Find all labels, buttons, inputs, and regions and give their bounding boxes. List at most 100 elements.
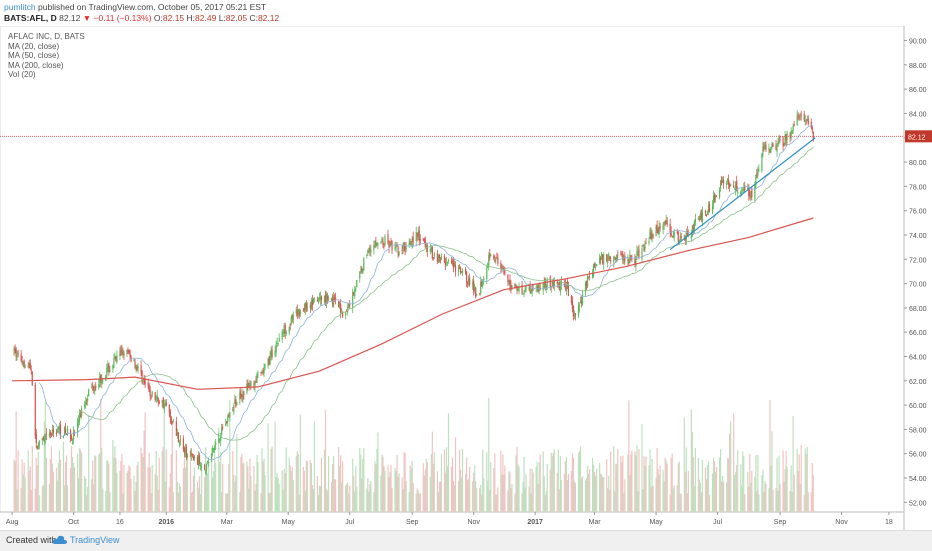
legend-ma20[interactable]: MA (20, close) [8,41,60,51]
candle-body [401,250,403,251]
tradingview-link[interactable]: TradingView [70,535,120,545]
volume-bar [319,486,322,512]
candle-body [208,462,210,464]
legend-ma50[interactable]: MA (50, close) [8,51,60,60]
candle-body [186,453,189,457]
candle-body [651,232,653,238]
candle-body [740,192,742,194]
volume-bar [476,487,478,512]
volume-bar [621,462,623,512]
candle-body [249,384,251,387]
price-chart[interactable]: 52.00 54.00 56.00 58.00 60.00 62.00 64.00 66.00… [0,26,932,530]
candle-body [115,356,117,361]
candle-body [297,309,299,315]
volume-bar [751,471,753,512]
candle-body [157,397,159,403]
volume-bar [789,490,791,512]
candle-body [594,264,596,268]
candle-body [649,230,651,239]
candle-body [234,399,236,404]
volume-bar [327,456,330,512]
legend-title: AFLAC INC, D, BATS [8,32,85,41]
candle-body [292,315,294,321]
volume-bar [648,465,650,512]
volume-bar [120,461,122,512]
candle-body [27,365,29,368]
volume-bar [585,478,588,512]
volume-bar [729,433,731,512]
volume-bar [586,466,589,512]
candle-body [693,221,695,230]
candle-body [630,256,632,258]
candle-body [539,287,541,289]
candle-body [375,242,377,247]
candle-body [288,326,290,333]
candle-body [225,423,227,427]
volume-bar [483,477,485,512]
volume-bar [196,481,199,512]
candle-body [701,211,704,222]
candle-body [730,184,732,186]
candle-body [319,296,322,300]
volume-bar [311,485,314,512]
volume-bar [630,454,632,512]
volume-bar [516,446,518,512]
volume-bar [366,488,368,512]
candle-body [467,282,469,285]
volume-bar [165,449,167,512]
volume-bar [369,484,371,512]
candle-body [269,355,271,365]
volume-bar [629,475,631,512]
candle-body [422,238,424,240]
candle-body [91,387,93,389]
author-link[interactable]: pumlitch [4,2,36,12]
volume-bar [221,492,223,512]
candle-body [261,372,263,374]
volume-bar [114,446,116,512]
volume-bar [744,494,746,512]
candle-body [518,286,520,292]
volume-bar [309,460,312,512]
volume-bar [141,453,143,512]
volume-bar [360,454,362,512]
candle-body [490,253,492,256]
candle-body [289,324,291,326]
volume-bar [94,455,96,512]
candle-body [137,365,139,369]
candle-body [715,196,718,198]
volume-bar [581,476,584,512]
candle-body [692,224,694,230]
volume-bar [461,448,464,512]
candle-body [574,313,577,316]
y-tick-label: 88.00 [909,63,927,70]
candle-body [761,153,763,171]
volume-bar [198,476,201,512]
legend-ma200[interactable]: MA (200, close) [8,60,64,70]
candle-body [285,332,287,334]
volume-bar [501,474,503,512]
legend-volume[interactable]: Vol (20) [8,70,36,79]
volume-bar [232,451,234,512]
volume-bar [620,456,622,512]
candle-body [85,401,87,405]
volume-bar [164,481,166,512]
candle-body [642,244,644,247]
volume-bar [806,446,808,512]
volume-bar [249,458,251,512]
volume-bar [129,467,131,512]
volume-bar [20,487,22,512]
volume-bar [29,466,31,512]
candle-body [255,380,257,383]
volume-bar [396,454,398,512]
candle-body [204,470,207,472]
volume-bar [439,481,442,512]
candle-body [521,284,523,294]
volume-bar [584,480,587,512]
volume-bar [183,458,186,512]
candle-body [380,242,382,244]
volume-bar [169,473,171,512]
candle-body [92,385,94,387]
volume-bar [686,493,688,512]
volume-bar [318,485,321,512]
candle-body [648,240,650,244]
